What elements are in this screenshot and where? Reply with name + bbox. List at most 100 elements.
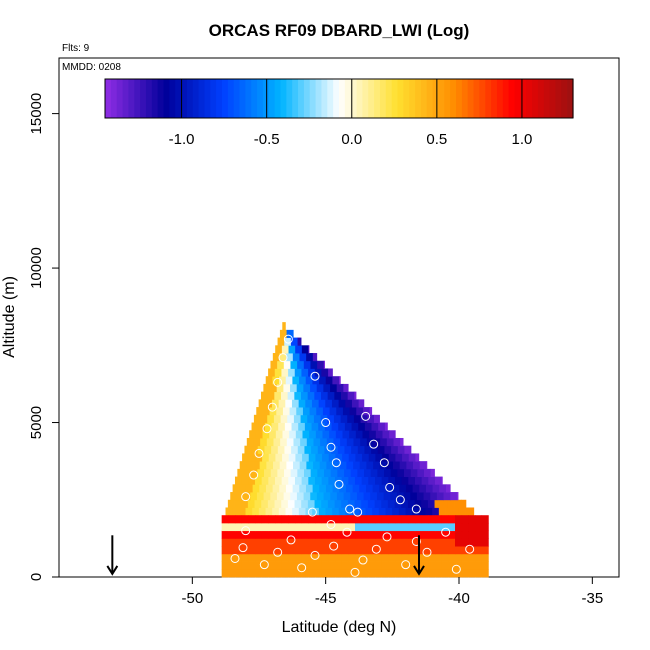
colorbar-swatch <box>198 79 206 118</box>
heatmap-cell <box>248 522 256 532</box>
heatmap-cell <box>301 368 309 377</box>
heatmap-cell <box>258 507 266 516</box>
heatmap-cell <box>395 453 403 462</box>
heatmap-cell <box>235 515 243 524</box>
heatmap-cell <box>405 507 413 516</box>
heatmap-cell <box>281 345 289 354</box>
heatmap-cell <box>273 437 281 447</box>
heatmap-cell <box>248 569 256 578</box>
heatmap-cell <box>338 507 346 516</box>
heatmap-cell <box>390 468 398 477</box>
heatmap-cell <box>261 522 269 532</box>
heatmap-cell <box>311 445 319 454</box>
sample-point <box>465 544 475 554</box>
y-axis: 0 5000 10000 15000 <box>28 93 59 581</box>
colorbar-swatch <box>549 79 557 118</box>
heatmap-cell <box>288 530 296 539</box>
heatmap-cell <box>371 422 379 431</box>
heatmap-cell <box>286 353 294 362</box>
heatmap-cell <box>301 345 309 354</box>
heatmap-cell <box>386 461 394 470</box>
heatmap-cell <box>337 468 345 477</box>
heatmap-cell <box>393 437 401 447</box>
heatmap-cell <box>255 515 263 524</box>
heatmap-cell <box>395 553 403 562</box>
heatmap-cell <box>325 376 333 385</box>
heatmap-cell <box>250 468 258 477</box>
heatmap-cell <box>445 484 451 493</box>
heatmap-cell <box>295 553 303 562</box>
heatmap-cell <box>345 399 353 408</box>
heatmap-cell <box>381 515 389 524</box>
heatmap-cell <box>272 484 280 493</box>
sample-point <box>262 424 272 434</box>
colorbar-swatch <box>456 79 463 118</box>
heatmap-cell <box>323 492 331 501</box>
heatmap-cell <box>407 499 415 508</box>
colorbar-swatch <box>467 79 475 118</box>
colorbar-swatch <box>368 79 375 118</box>
heatmap-cell <box>343 492 351 501</box>
heatmap-cell <box>315 569 323 578</box>
sample-point <box>358 555 368 565</box>
heatmap-cell <box>290 468 298 477</box>
heatmap-cell <box>370 468 378 477</box>
heatmap-cell <box>268 368 276 377</box>
heatmap-cell <box>481 561 489 570</box>
heatmap-cell <box>277 445 285 454</box>
heatmap-cell <box>355 530 363 539</box>
heatmap-cell <box>295 546 303 555</box>
colorbar-swatch <box>479 79 486 118</box>
heatmap-cell <box>335 530 343 539</box>
x-tick-label: -35 <box>581 590 603 607</box>
heatmap-cell <box>348 476 356 485</box>
heatmap-cell <box>468 530 476 539</box>
colorbar-swatch <box>204 79 211 118</box>
colorbar-swatch <box>520 79 527 118</box>
heatmap-cell <box>281 476 289 485</box>
heatmap-cell <box>435 546 443 555</box>
heatmap-cell <box>355 553 363 562</box>
heatmap-cell <box>421 499 429 508</box>
heatmap-cell <box>274 368 282 377</box>
heatmap-cell <box>399 461 407 470</box>
heatmap-cell <box>359 461 367 470</box>
heatmap-cell <box>335 522 343 532</box>
colorbar-swatch <box>227 79 235 118</box>
heatmap-cell <box>273 461 281 470</box>
heatmap-cell <box>327 414 335 423</box>
heatmap-cell <box>294 368 302 377</box>
heatmap-cell <box>264 445 272 454</box>
heatmap-cell <box>311 422 319 431</box>
arrow-head <box>413 565 425 576</box>
heatmap-cell <box>261 515 269 524</box>
heatmap-cell <box>263 492 271 501</box>
colorbar-swatch <box>186 79 194 118</box>
sample-point <box>310 371 320 381</box>
sample-point <box>286 535 296 545</box>
sample-point <box>321 418 331 428</box>
heatmap-cell <box>368 530 376 539</box>
heatmap-cell <box>468 569 476 578</box>
heatmap-cell <box>375 561 383 570</box>
heatmap-cell <box>275 546 283 555</box>
heatmap-cell <box>381 530 389 539</box>
heatmap-cell <box>461 561 469 570</box>
heatmap-cell <box>292 353 300 362</box>
heatmap-cells <box>221 322 489 578</box>
heatmap-cell <box>306 461 314 470</box>
y-axis-label: Altitude (m) <box>1 276 18 358</box>
heatmap-cell <box>260 414 268 423</box>
heatmap-cell <box>237 468 245 477</box>
heatmap-cell <box>408 453 416 462</box>
heatmap-cell <box>284 445 292 454</box>
colorbar-swatch <box>280 79 287 118</box>
heatmap-cell <box>252 507 260 516</box>
heatmap-cell <box>261 530 269 539</box>
heatmap-cell <box>341 499 349 508</box>
heatmap-cell <box>317 445 325 454</box>
heatmap-cell <box>267 391 275 400</box>
heatmap-cell <box>319 461 327 470</box>
colorbar-swatch <box>532 79 539 118</box>
heatmap-cell <box>413 461 421 470</box>
